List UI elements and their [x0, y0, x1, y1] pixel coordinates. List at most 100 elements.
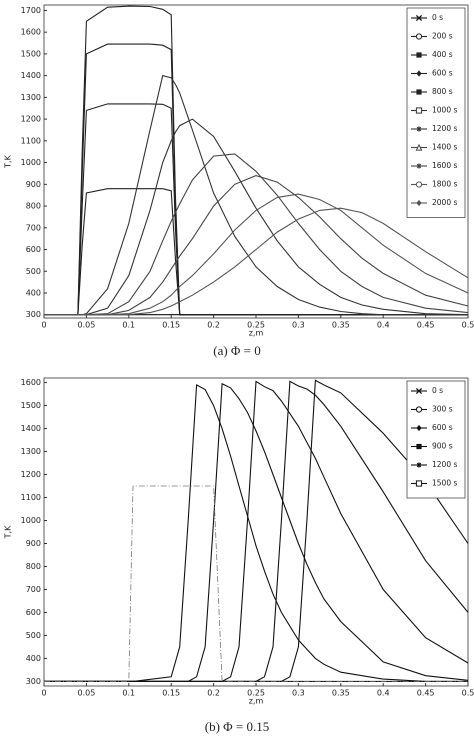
x-tick-label: 0.45: [417, 321, 435, 330]
series-line: [44, 74, 468, 316]
y-tick-label: 700: [26, 585, 41, 594]
y-tick-label: 1600: [21, 378, 41, 387]
x-tick-label: 0.35: [332, 689, 350, 698]
series-line: [44, 103, 468, 316]
y-tick-label: 800: [26, 562, 41, 571]
legend-label: 800 s: [432, 87, 453, 96]
y-tick-label: 1200: [21, 115, 41, 124]
x-tick-label: 0.25: [247, 689, 265, 698]
y-tick-label: 500: [26, 267, 41, 276]
series-line: [44, 380, 469, 682]
plot-frame: [43, 377, 469, 687]
y-tick-label: 600: [26, 245, 41, 254]
plot-frame: [43, 4, 469, 319]
legend-label: 1500 s: [432, 479, 457, 488]
legend-marker: [415, 480, 423, 487]
y-tick-label: 500: [26, 631, 41, 640]
series-line: [44, 175, 469, 316]
legend-label: 600 s: [432, 69, 453, 78]
y-tick-label: 1100: [21, 136, 41, 145]
y-tick-label: 1200: [21, 470, 41, 479]
y-tick-label: 1300: [21, 447, 41, 456]
legend-marker: [416, 70, 422, 77]
legend-marker: [415, 33, 423, 40]
x-tick-label: 0.15: [162, 689, 180, 698]
legend-label: 600 s: [432, 423, 453, 432]
series-line: [44, 485, 468, 682]
x-tick-label: 0.4: [377, 321, 390, 330]
x-tick-label: 0.3: [292, 689, 305, 698]
y-tick-label: 1500: [21, 49, 41, 58]
y-tick-label: 300: [26, 310, 41, 319]
legend-marker: [416, 52, 422, 58]
chart-panel: 0 0.05 0.1 0.15 0.2 0.25 0.3 0.35 0.4 0.45 0.5 300 4…: [4, 4, 474, 358]
series-line: [44, 384, 468, 682]
x-tick-label: 0.5: [462, 689, 474, 698]
y-tick-label: 900: [26, 539, 41, 548]
legend-label: 1000 s: [432, 106, 457, 115]
x-tick-label: 0: [41, 321, 46, 330]
y-tick-label: 400: [26, 654, 41, 663]
x-tick-label: 0.2: [207, 321, 220, 330]
series-line: [44, 382, 469, 682]
y-tick-label: 700: [26, 223, 41, 232]
y-tick-label: 1400: [21, 424, 41, 433]
x-tick-label: 0.45: [417, 689, 435, 698]
x-tick-label: 0.05: [77, 689, 95, 698]
series-line: [44, 118, 469, 316]
legend-label: 1200 s: [432, 460, 457, 469]
series-line: [44, 193, 469, 316]
y-tick-label: 600: [26, 608, 41, 617]
series-line: [44, 379, 469, 682]
chart-panel: 0 0.05 0.1 0.15 0.2 0.25 0.3 0.35 0.4 0.45 0.5 300 4…: [4, 377, 474, 734]
y-axis-label: T,K: [4, 154, 13, 168]
legend-label: 0 s: [432, 386, 443, 395]
y-axis-label: T,K: [4, 525, 13, 539]
x-tick-label: 0: [41, 689, 46, 698]
series-line: [44, 5, 468, 316]
y-tick-label: 1400: [21, 71, 41, 80]
legend-label: 1400 s: [432, 143, 457, 152]
legend-marker: [416, 443, 422, 450]
x-tick-label: 0.15: [162, 321, 180, 330]
legend-marker: [416, 424, 422, 432]
legend-label: 1200 s: [432, 124, 457, 133]
series-line: [44, 207, 469, 316]
y-tick-label: 1100: [21, 493, 41, 502]
legend-marker: [416, 462, 422, 468]
legend: 0 s 300 s 600 s 900 s 1200 s 1500 s: [406, 380, 466, 499]
x-tick-label: 0.4: [377, 689, 390, 698]
y-tick-label: 1000: [21, 516, 41, 525]
legend-marker: [416, 199, 422, 207]
y-tick-label: 1300: [21, 93, 41, 102]
x-axis-label: z,m: [249, 329, 264, 338]
legend-marker: [415, 181, 423, 188]
y-tick-label: 1600: [21, 28, 41, 37]
legend-box: [406, 380, 466, 499]
x-axis-label: z,m: [249, 697, 264, 706]
legend-label: 1800 s: [432, 180, 457, 189]
legend-label: 200 s: [432, 32, 453, 41]
series-line: [44, 380, 469, 682]
x-tick-label: 0.3: [292, 321, 305, 330]
y-tick-label: 800: [26, 202, 41, 211]
y-tick-label: 1500: [21, 401, 41, 410]
caption: (b) Φ = 0.15: [205, 719, 270, 734]
series-line: [44, 43, 468, 316]
x-tick-label: 0.1: [122, 689, 135, 698]
y-tick-label: 300: [26, 677, 41, 686]
legend-label: 0 s: [432, 13, 443, 22]
y-tick-label: 400: [26, 289, 41, 298]
y-tick-label: 1000: [21, 158, 41, 167]
legend-marker: [415, 387, 423, 395]
x-tick-label: 0.05: [77, 321, 95, 330]
legend-label: 300 s: [432, 405, 453, 414]
legend-label: 2000 s: [432, 198, 457, 207]
legend-label: 400 s: [432, 50, 453, 59]
series-line: [44, 153, 469, 316]
legend-marker: [415, 107, 423, 114]
legend-label: 900 s: [432, 442, 453, 451]
legend-marker: [416, 163, 422, 169]
x-tick-label: 0.1: [122, 321, 135, 330]
